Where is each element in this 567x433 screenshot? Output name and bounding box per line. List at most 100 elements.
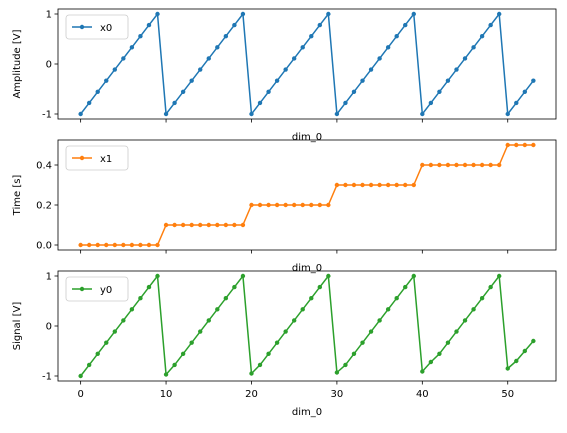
data-point — [95, 89, 100, 95]
data-point — [206, 318, 211, 323]
data-point — [514, 358, 519, 364]
data-point — [223, 296, 229, 301]
data-point — [368, 329, 374, 334]
legend-label: x0 — [100, 23, 112, 34]
data-point — [121, 56, 126, 61]
legend: x0 — [65, 14, 129, 40]
data-point — [112, 67, 118, 72]
xtick-label: 30 — [331, 389, 344, 400]
legend-marker — [79, 286, 85, 292]
data-point — [138, 296, 143, 301]
data-point — [351, 89, 357, 95]
data-point — [300, 45, 305, 50]
data-point — [198, 222, 203, 228]
data-point — [488, 162, 493, 168]
data-point — [445, 78, 451, 83]
data-point — [274, 78, 280, 83]
data-point — [257, 202, 263, 208]
data-point — [411, 182, 416, 188]
data-point — [334, 111, 340, 117]
data-point — [215, 307, 220, 312]
data-point — [249, 111, 254, 117]
data-point — [223, 222, 229, 228]
data-point — [343, 362, 348, 368]
data-point — [437, 89, 442, 95]
data-point — [266, 89, 271, 95]
data-point — [309, 202, 314, 208]
legend-box — [65, 276, 129, 302]
data-point — [163, 372, 169, 377]
data-point — [240, 273, 246, 279]
ytick-label: -1 — [42, 110, 52, 121]
data-point — [385, 45, 391, 50]
data-point — [394, 34, 399, 39]
data-point — [129, 242, 135, 248]
data-point — [445, 340, 451, 345]
ytick-label: 0 — [46, 60, 52, 71]
data-point — [300, 202, 305, 208]
data-point — [394, 296, 399, 301]
data-point — [283, 329, 288, 334]
data-point — [206, 222, 211, 228]
data-point — [155, 11, 160, 17]
data-point — [471, 45, 476, 50]
data-point — [420, 369, 425, 374]
subplot-1: -1 0 1 Amplitude [V] dim_0 x0 — [12, 8, 557, 143]
y-axis-label: Time [s] — [12, 175, 23, 217]
data-point — [394, 182, 399, 188]
data-point — [240, 222, 246, 228]
data-point — [317, 202, 323, 208]
data-point — [334, 182, 340, 188]
data-point — [360, 182, 365, 188]
data-point — [146, 242, 152, 248]
data-point — [445, 162, 451, 168]
data-point — [283, 67, 288, 72]
ytick-label: 1 — [46, 10, 52, 21]
data-point — [462, 162, 468, 168]
data-point — [249, 202, 254, 208]
data-point — [232, 22, 237, 28]
data-point — [411, 11, 416, 17]
data-point — [189, 78, 194, 83]
legend-label: y0 — [100, 285, 112, 296]
legend: x1 — [65, 145, 129, 171]
data-point — [334, 370, 340, 375]
data-point — [531, 142, 536, 148]
data-point — [300, 307, 305, 312]
data-point — [360, 78, 365, 83]
data-point — [403, 182, 408, 188]
x-axis-label: dim_0 — [292, 263, 322, 274]
data-point — [232, 284, 237, 290]
data-point — [274, 202, 280, 208]
xtick-label: 20 — [245, 389, 258, 400]
data-point — [86, 242, 92, 248]
data-point — [403, 284, 408, 290]
data-point — [488, 22, 493, 28]
legend-label: x1 — [100, 154, 112, 165]
data-point — [496, 11, 502, 17]
data-point — [198, 67, 203, 72]
data-point — [326, 273, 331, 279]
data-point — [479, 34, 485, 39]
data-point — [428, 162, 434, 168]
data-point — [531, 78, 536, 83]
data-point — [522, 348, 528, 354]
data-point — [78, 373, 83, 379]
data-point — [180, 351, 186, 356]
ytick-label: 0.0 — [36, 241, 52, 252]
data-point — [385, 182, 391, 188]
data-point — [471, 162, 476, 168]
data-point — [505, 142, 510, 148]
data-point — [505, 366, 510, 371]
data-point — [351, 351, 357, 356]
data-point — [189, 222, 194, 228]
y-axis-label: Amplitude [V] — [12, 29, 23, 98]
data-point — [86, 362, 92, 368]
data-point — [189, 340, 194, 345]
data-point — [377, 318, 382, 323]
data-point — [180, 89, 186, 95]
data-point — [411, 273, 416, 279]
series-line-x1 — [80, 144, 534, 246]
data-point — [172, 362, 177, 368]
